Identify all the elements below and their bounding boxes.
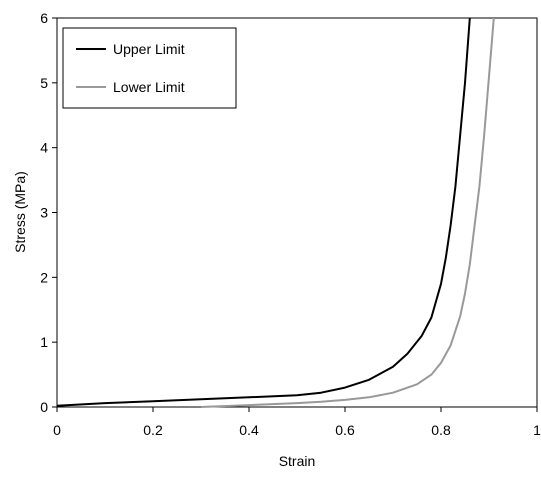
x-tick-label: 0.6 xyxy=(335,422,355,438)
y-axis-title: Stress (MPa) xyxy=(12,171,28,253)
x-tick-label: 0 xyxy=(53,422,61,438)
y-tick-label: 6 xyxy=(40,10,48,26)
x-tick-label: 0.2 xyxy=(143,422,163,438)
legend-box xyxy=(62,27,237,109)
legend: Upper Limit Lower Limit xyxy=(62,27,237,109)
x-axis-title: Strain xyxy=(279,453,316,469)
series-line-upper-limit xyxy=(56,17,471,407)
x-tick-label: 0.4 xyxy=(239,422,259,438)
y-axis: 0 1 2 3 4 5 6 xyxy=(40,10,57,415)
series-layer xyxy=(56,17,495,408)
series-line-lower-limit xyxy=(200,17,495,408)
legend-label-lower-limit: Lower Limit xyxy=(113,79,185,95)
x-axis: 0 0.2 0.4 0.6 0.8 1 xyxy=(53,407,541,438)
legend-label-upper-limit: Upper Limit xyxy=(113,41,185,57)
y-tick-label: 0 xyxy=(40,399,48,415)
y-tick-label: 4 xyxy=(40,140,48,156)
y-tick-label: 5 xyxy=(40,75,48,91)
x-tick-label: 0.8 xyxy=(431,422,451,438)
y-tick-label: 1 xyxy=(40,334,48,350)
x-tick-label: 1 xyxy=(533,422,541,438)
y-tick-label: 2 xyxy=(40,269,48,285)
y-tick-label: 3 xyxy=(40,205,48,221)
